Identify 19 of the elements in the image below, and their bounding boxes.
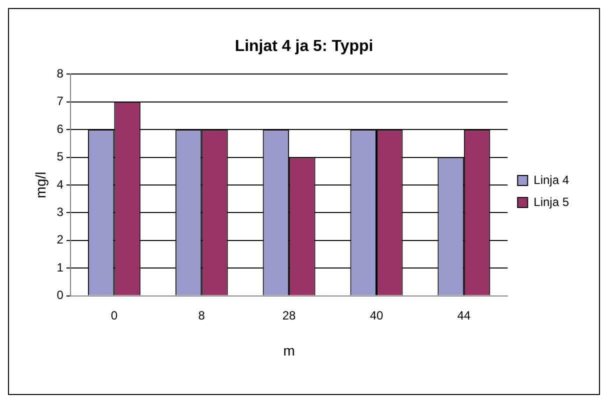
x-tick-label: 44 [457,308,471,322]
x-tick-label: 8 [198,308,206,322]
y-tick-label: 6 [56,122,64,136]
x-axis-title: m [283,342,295,358]
x-tick-label: 28 [282,308,296,322]
x-tick-label: 40 [370,308,384,322]
y-tick-label: 7 [56,94,64,108]
chart-title: Linjat 4 ja 5: Typpi [234,38,374,56]
y-tick-label: 1 [56,260,64,274]
y-tick-label: 0 [56,288,64,302]
legend-label: Linja 5 [534,194,570,209]
y-tick-label: 8 [56,66,64,81]
y-tick-label: 4 [56,177,64,192]
x-tick-label: 0 [110,308,118,322]
y-axis-title: mg/l [32,172,48,198]
legend-label: Linja 4 [534,172,570,187]
y-tick-label: 3 [56,205,64,220]
y-tick-label: 5 [56,150,64,164]
y-tick-label: 2 [56,232,64,247]
